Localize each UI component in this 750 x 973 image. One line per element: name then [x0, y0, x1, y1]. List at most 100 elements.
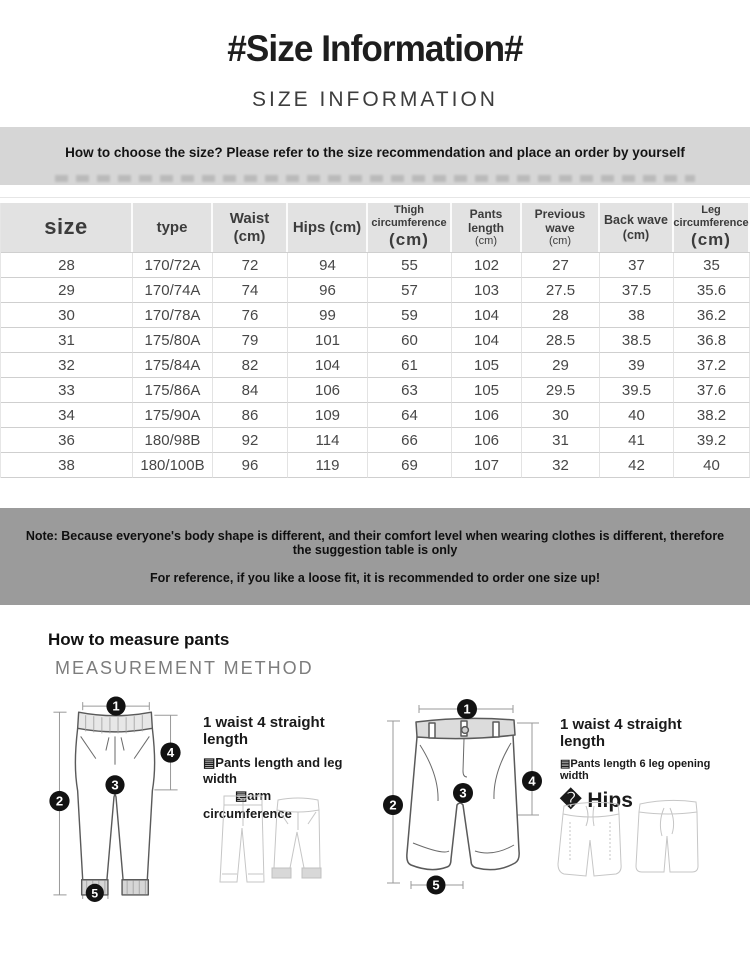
size-table-header: size type Waist (cm) Hips (cm) Thigh circumf…: [1, 203, 750, 252]
table-cell: 39.2: [674, 428, 750, 453]
table-cell: 36.8: [674, 328, 750, 353]
svg-text:5: 5: [432, 878, 439, 893]
pants-note-line4: circumference: [203, 806, 292, 821]
table-cell: 60: [368, 328, 452, 353]
table-cell: 175/80A: [133, 328, 213, 353]
column-header: Leg circumference (cm): [673, 203, 750, 252]
size-table-body: 28 170/72A 72 94 55 102 27 37 35 29 170/74A 74 96 57 1…: [1, 252, 750, 478]
table-cell: 180/98B: [133, 428, 213, 453]
table-cell: 29: [1, 278, 133, 303]
table-cell: 61: [368, 353, 452, 378]
table-cell: 37.5: [600, 278, 674, 303]
measure-subheading: MEASUREMENT METHOD: [55, 658, 314, 678]
table-cell: 33: [1, 378, 133, 403]
badge-2: 2: [49, 790, 70, 812]
table-cell: 175/86A: [133, 378, 213, 403]
table-cell: 170/74A: [133, 278, 213, 303]
shorts-thumbnails: [557, 799, 699, 877]
table-cell: 74: [213, 278, 288, 303]
table-cell: 42: [600, 453, 674, 478]
table-cell: 40: [674, 453, 750, 478]
badge-4: 4: [160, 742, 181, 763]
table-cell: 27.5: [522, 278, 600, 303]
table-cell: 96: [288, 278, 368, 303]
table-row: 31 175/80A 79 101 60 104 28.5 38.5 36.8: [1, 328, 750, 353]
divider: [0, 197, 750, 198]
svg-text:4: 4: [167, 745, 175, 760]
table-cell: 101: [288, 328, 368, 353]
pants-thumbnails: [219, 795, 322, 883]
table-cell: 86: [213, 403, 288, 428]
shorts-note-line1: 1 waist 4 straight length: [560, 716, 682, 750]
table-cell: 55: [368, 253, 452, 278]
table-cell: 31: [1, 328, 133, 353]
table-cell: 79: [213, 328, 288, 353]
table-cell: 29: [522, 353, 600, 378]
table-cell: 107: [452, 453, 522, 478]
table-cell: 34: [1, 403, 133, 428]
table-cell: 40: [600, 403, 674, 428]
column-header: Hips (cm): [288, 203, 368, 252]
table-cell: 57: [368, 278, 452, 303]
table-cell: 103: [452, 278, 522, 303]
table-cell: 64: [368, 403, 452, 428]
pants-note-line2: ▤Pants length and leg width: [203, 755, 343, 786]
size-choose-banner: How to choose the size? Please refer to …: [0, 127, 750, 185]
table-row: 32 175/84A 82 104 61 105 29 39 37.2: [1, 353, 750, 378]
table-cell: 180/100B: [133, 453, 213, 478]
table-cell: 96: [213, 453, 288, 478]
pants-note-line1: 1 waist 4 straight length: [203, 714, 325, 748]
badge-3: 3: [105, 775, 125, 795]
table-cell: 35: [674, 253, 750, 278]
table-cell: 32: [522, 453, 600, 478]
table-cell: 114: [288, 428, 368, 453]
svg-text:2: 2: [56, 794, 63, 809]
page-subtitle: SIZE INFORMATION: [252, 88, 498, 111]
note-band: Note: Because everyone's body shape is d…: [0, 508, 750, 605]
column-header: Waist (cm): [213, 203, 288, 252]
table-cell: 31: [522, 428, 600, 453]
table-cell: 102: [452, 253, 522, 278]
table-cell: 28: [522, 303, 600, 328]
table-cell: 38.5: [600, 328, 674, 353]
column-header: Thigh circumference (cm): [368, 203, 452, 252]
svg-text:1: 1: [112, 699, 119, 714]
size-table: size type Waist (cm) Hips (cm) Thigh circumf…: [0, 203, 750, 478]
banner-text: How to choose the size? Please refer to …: [65, 145, 685, 160]
note-line-2: For reference, if you like a loose fit, …: [149, 570, 601, 585]
table-cell: 104: [288, 353, 368, 378]
table-cell: 30: [522, 403, 600, 428]
table-row: 33 175/86A 84 106 63 105 29.5 39.5 37.6: [1, 378, 750, 403]
table-cell: 99: [288, 303, 368, 328]
shorts-note-line3: � Hips: [560, 789, 633, 812]
table-cell: 28.5: [522, 328, 600, 353]
pants-measure-diagram: 1 2 3 4 5: [49, 696, 181, 902]
table-cell: 36.2: [674, 303, 750, 328]
table-cell: 106: [452, 403, 522, 428]
table-cell: 72: [213, 253, 288, 278]
table-row: 30 170/78A 76 99 59 104 28 38 36.2: [1, 303, 750, 328]
table-cell: 39: [600, 353, 674, 378]
column-header: Previous wave (cm): [522, 203, 600, 252]
measure-heading: How to measure pants: [48, 630, 230, 649]
banner-ghost-artifact: [55, 175, 695, 182]
table-cell: 104: [452, 328, 522, 353]
svg-text:1: 1: [463, 702, 470, 717]
table-cell: 38: [1, 453, 133, 478]
table-cell: 109: [288, 403, 368, 428]
column-header: Back wave (cm): [600, 203, 674, 252]
table-row: 38 180/100B 96 119 69 107 32 42 40: [1, 453, 750, 478]
table-row: 36 180/98B 92 114 66 106 31 41 39.2: [1, 428, 750, 453]
table-cell: 106: [288, 378, 368, 403]
svg-text:3: 3: [459, 786, 466, 801]
badge-1: 1: [106, 696, 126, 716]
table-cell: 29.5: [522, 378, 600, 403]
table-cell: 175/90A: [133, 403, 213, 428]
table-row: 34 175/90A 86 109 64 106 30 40 38.2: [1, 403, 750, 428]
badge-1: 1: [457, 699, 477, 719]
table-cell: 39.5: [600, 378, 674, 403]
table-cell: 92: [213, 428, 288, 453]
table-cell: 59: [368, 303, 452, 328]
table-cell: 66: [368, 428, 452, 453]
